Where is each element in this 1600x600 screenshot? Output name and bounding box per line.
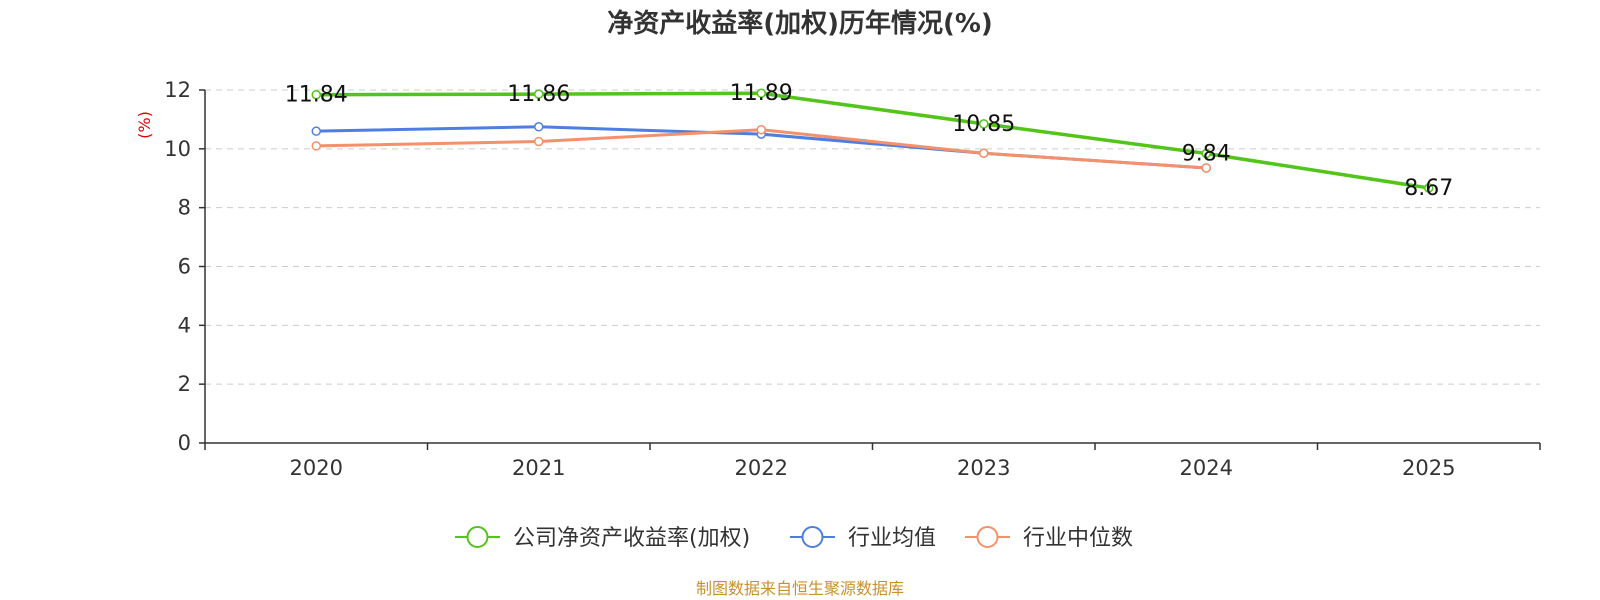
source-note: 制图数据来自恒生聚源数据库 — [696, 579, 904, 598]
series-group — [311, 88, 1434, 193]
data-point — [311, 126, 321, 136]
y-tick-label: 0 — [178, 431, 191, 455]
data-label: 11.89 — [730, 81, 793, 106]
data-point — [534, 136, 544, 147]
data-point — [979, 148, 989, 158]
x-tick-label: 2021 — [512, 456, 565, 480]
data-point — [1201, 163, 1211, 173]
data-point — [534, 122, 544, 132]
x-tick-label: 2024 — [1180, 456, 1233, 480]
data-point — [311, 141, 321, 151]
data-label: 11.86 — [507, 82, 570, 107]
y-tick-label: 12 — [164, 78, 191, 102]
y-axis-label: (%) — [135, 111, 154, 139]
data-point — [1201, 148, 1211, 159]
legend-marker-icon — [801, 526, 824, 548]
y-tick-label: 8 — [178, 196, 191, 220]
legend: 公司净资产收益率(加权) 行业均值 行业中位数 — [455, 526, 1133, 551]
y-tick-label: 4 — [178, 313, 191, 337]
data-label: 11.84 — [285, 83, 348, 108]
axes: 0 2 4 6 8 10 12 2020 2021 2022 2023 2024 2025 — [164, 78, 1541, 480]
x-tick-label: 2022 — [735, 456, 788, 480]
data-point — [756, 124, 766, 135]
chart-title: 净资产收益率(加权)历年情况(%) — [607, 8, 993, 39]
x-tick-label: 2020 — [290, 456, 343, 480]
y-tick-label: 6 — [178, 255, 191, 279]
data-label: 10.85 — [952, 112, 1015, 137]
legend-label: 公司净资产收益率(加权) — [513, 526, 750, 551]
x-tick-label: 2025 — [1402, 456, 1455, 480]
y-tick-label: 2 — [178, 372, 191, 396]
data-point — [979, 119, 989, 129]
grid-lines — [205, 89, 1540, 385]
y-tick-label: 10 — [164, 137, 191, 161]
data-label: 8.67 — [1404, 176, 1453, 201]
series-line — [316, 91, 1430, 190]
data-point — [534, 89, 544, 99]
legend-marker-icon — [976, 526, 999, 548]
data-point — [1424, 183, 1434, 193]
data-labels: 11.84 11.86 11.89 10.85 9.84 8.67 — [285, 81, 1453, 201]
data-label: 9.84 — [1182, 142, 1231, 167]
legend-label: 行业中位数 — [1023, 526, 1133, 551]
legend-marker-icon — [466, 526, 489, 548]
data-point — [756, 88, 766, 98]
x-tick-label: 2023 — [957, 456, 1010, 480]
legend-label: 行业均值 — [848, 526, 936, 551]
data-point — [311, 89, 321, 100]
